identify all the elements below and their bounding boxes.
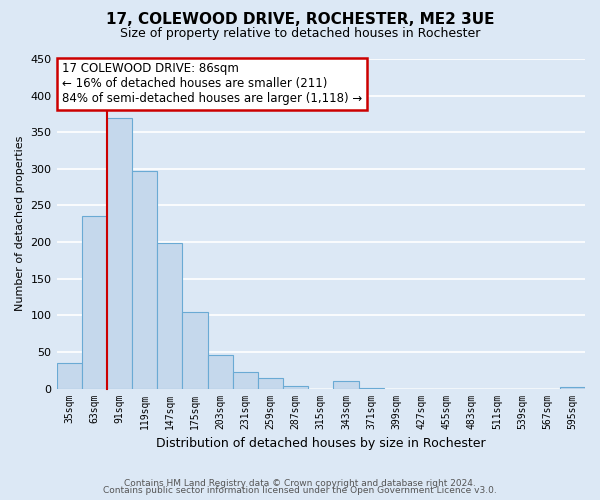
Bar — [334, 381, 359, 388]
Text: Contains public sector information licensed under the Open Government Licence v3: Contains public sector information licen… — [103, 486, 497, 495]
Bar — [132, 171, 157, 388]
Bar — [283, 386, 308, 388]
X-axis label: Distribution of detached houses by size in Rochester: Distribution of detached houses by size … — [156, 437, 485, 450]
Text: Size of property relative to detached houses in Rochester: Size of property relative to detached ho… — [120, 28, 480, 40]
Text: 17 COLEWOOD DRIVE: 86sqm
← 16% of detached houses are smaller (211)
84% of semi-: 17 COLEWOOD DRIVE: 86sqm ← 16% of detach… — [62, 62, 362, 106]
Bar — [56, 363, 82, 388]
Text: 17, COLEWOOD DRIVE, ROCHESTER, ME2 3UE: 17, COLEWOOD DRIVE, ROCHESTER, ME2 3UE — [106, 12, 494, 28]
Y-axis label: Number of detached properties: Number of detached properties — [15, 136, 25, 312]
Bar — [208, 355, 233, 388]
Bar — [233, 372, 258, 388]
Bar — [82, 216, 107, 388]
Bar — [157, 243, 182, 388]
Bar — [107, 118, 132, 388]
Bar — [560, 387, 585, 388]
Bar — [258, 378, 283, 388]
Text: Contains HM Land Registry data © Crown copyright and database right 2024.: Contains HM Land Registry data © Crown c… — [124, 478, 476, 488]
Bar — [182, 312, 208, 388]
